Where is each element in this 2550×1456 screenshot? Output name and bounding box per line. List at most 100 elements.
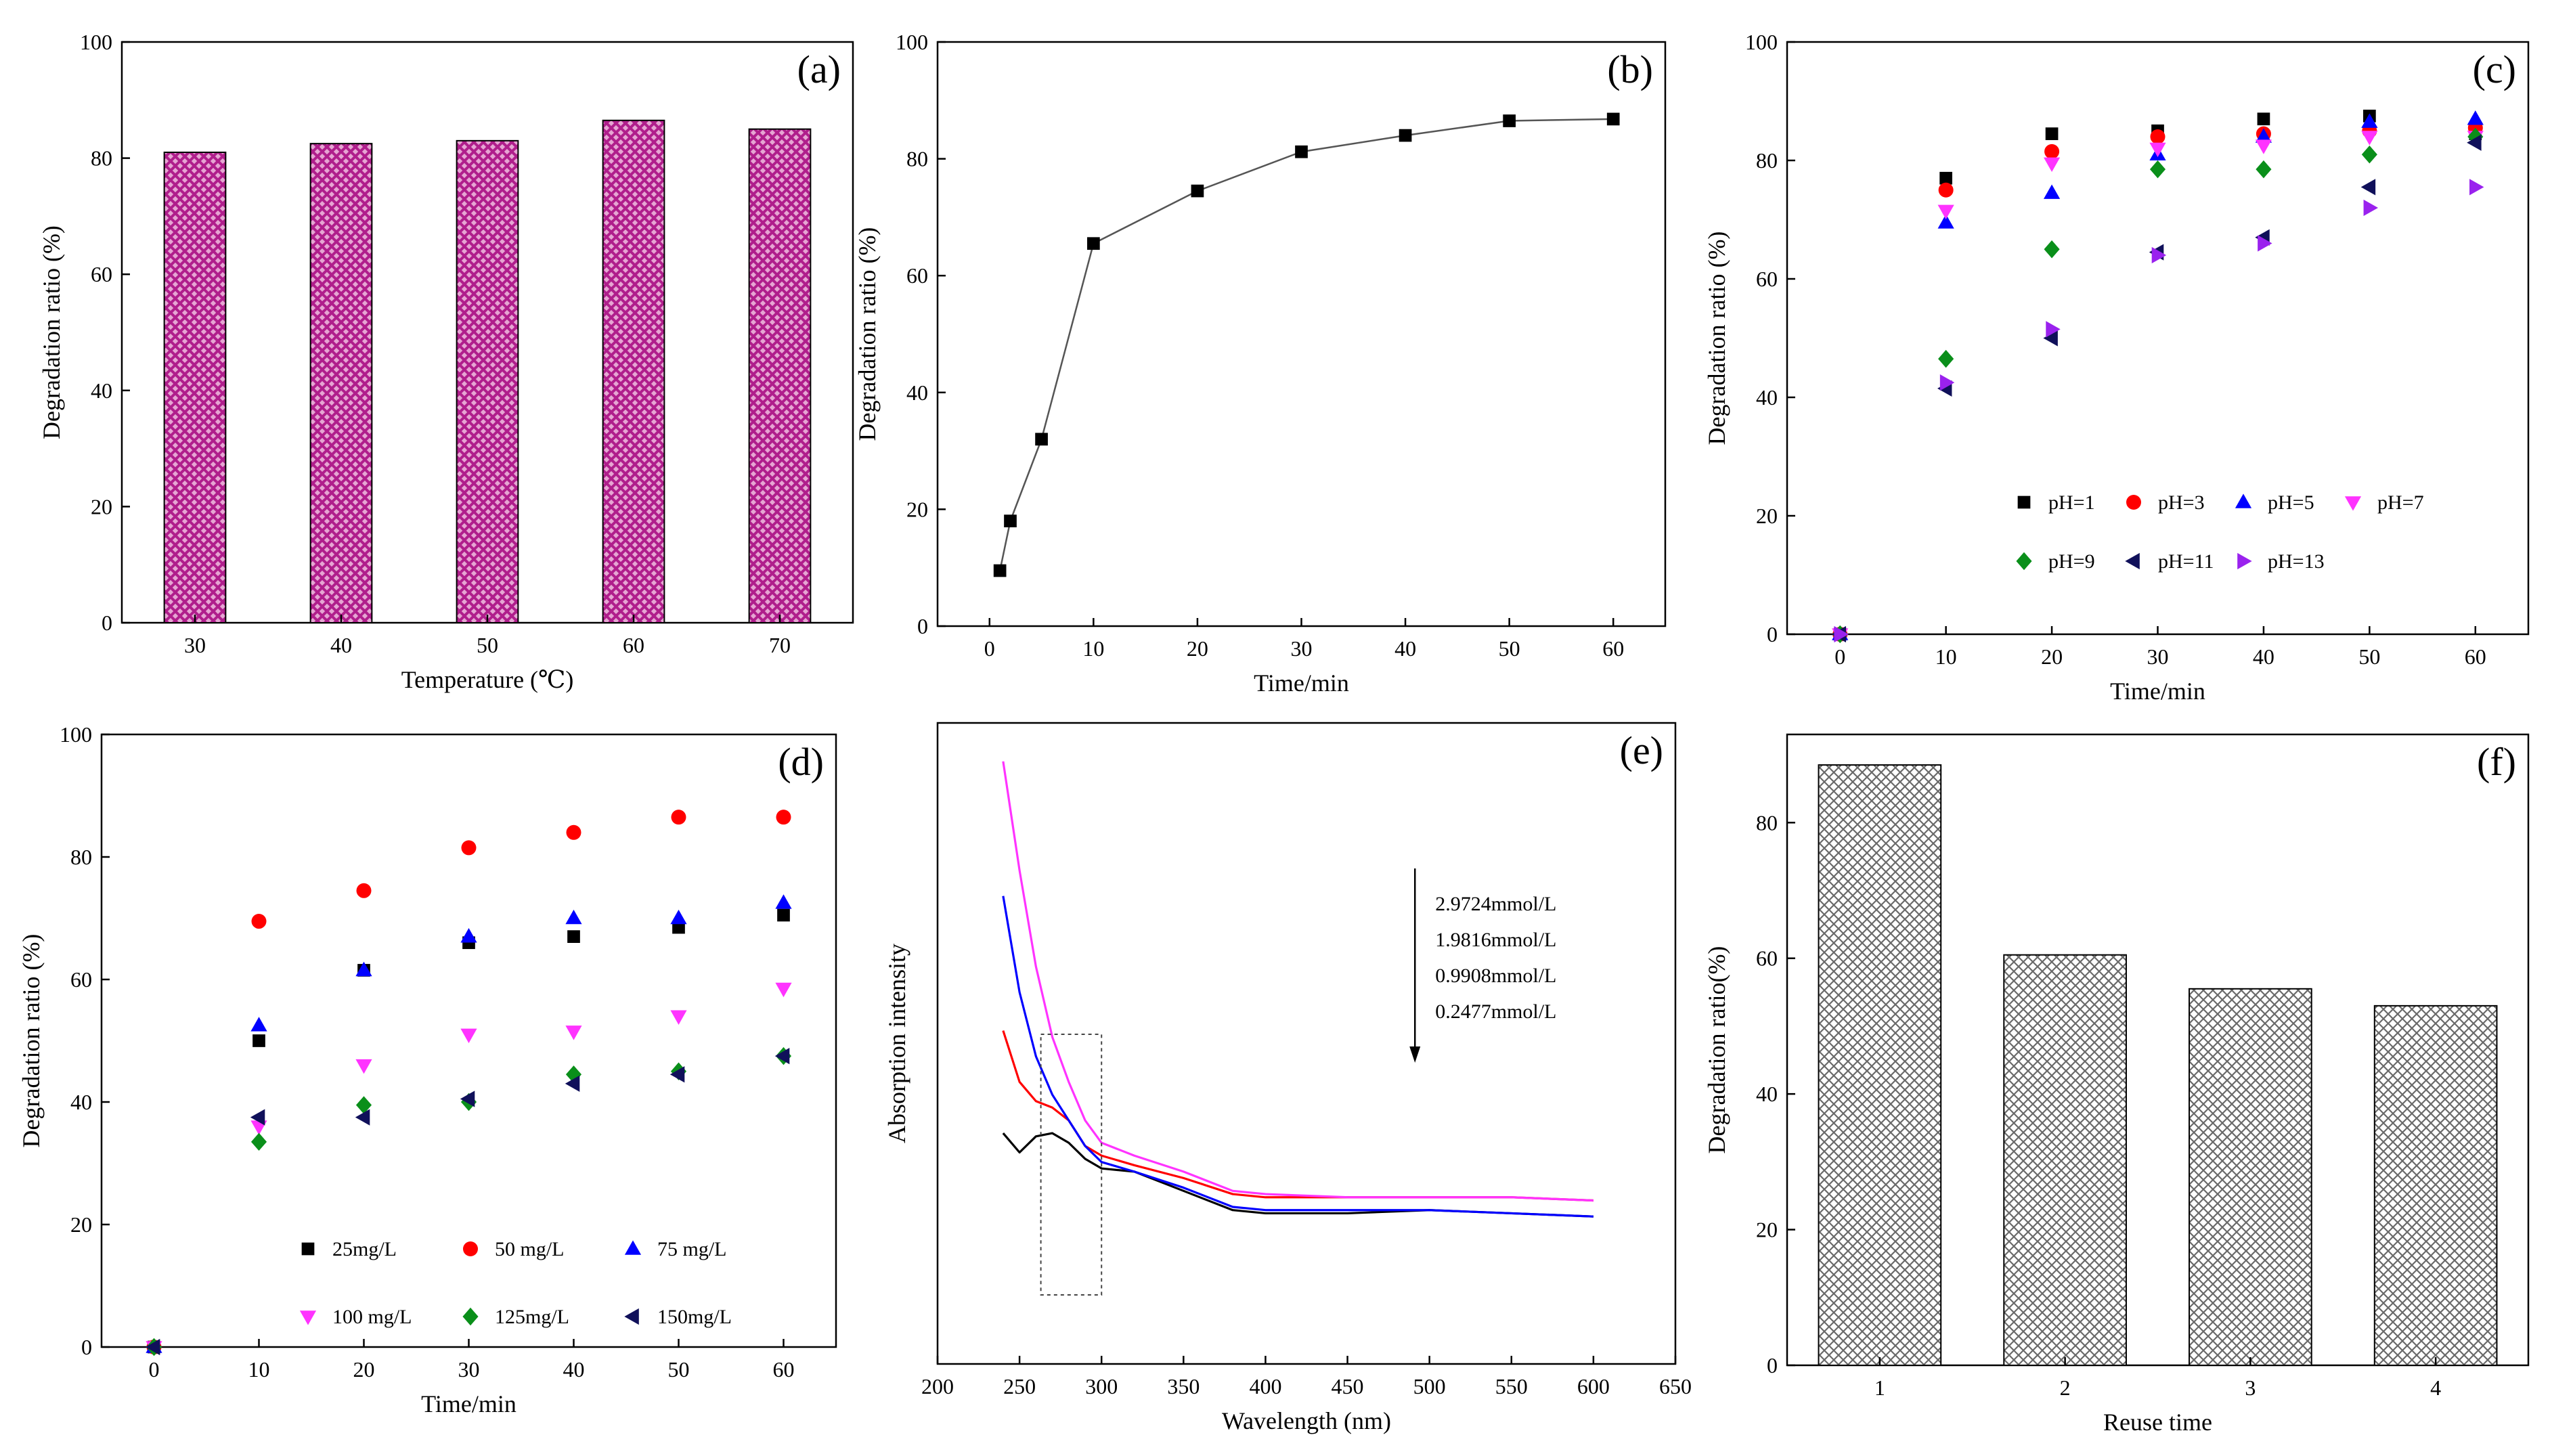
point-pH3-t10	[1938, 182, 1954, 198]
y-tick-label: 60	[91, 262, 112, 286]
data-point-t30	[1295, 145, 1308, 158]
x-tick-label: 450	[1332, 1374, 1364, 1398]
point-25mgL-t10	[252, 1034, 265, 1047]
point-150mgL-t50	[669, 1066, 685, 1083]
point-pH3-t30	[2150, 129, 2166, 144]
x-tick-label: 30	[184, 633, 206, 657]
legend-marker-100mgL	[299, 1310, 317, 1325]
bar-4	[2373, 1005, 2498, 1366]
point-50mgL-t60	[776, 810, 791, 825]
x-tick-label: 30	[2147, 644, 2169, 669]
point-50mgL-t40	[566, 824, 581, 840]
data-point-t20	[1191, 184, 1204, 198]
point-pH1-t10	[1939, 171, 1952, 185]
y-tick-label: 40	[906, 380, 928, 405]
point-pH9-t40	[2256, 160, 2272, 179]
x-tick-label: 60	[623, 633, 644, 657]
concentration-label: 0.2477mmol/L	[1435, 1000, 1556, 1023]
x-tick-label: 50	[477, 633, 498, 657]
legend-label: 150mg/L	[657, 1306, 732, 1328]
legend-marker-50mgL	[463, 1241, 478, 1256]
concentration-label: 1.9816mmol/L	[1435, 929, 1556, 951]
point-pH1-t40	[2257, 112, 2270, 126]
x-tick-label: 70	[769, 633, 791, 657]
point-100mgL-t20	[355, 1059, 372, 1074]
point-pH7-t30	[2149, 142, 2166, 158]
x-tick-label: 0	[1834, 644, 1845, 669]
legend-label: pH=11	[2158, 550, 2214, 573]
legend-label: pH=5	[2268, 491, 2314, 514]
x-axis-label: Time/min	[2110, 678, 2205, 705]
y-tick-label: 0	[81, 1335, 92, 1359]
legend-marker-pH9	[2016, 552, 2032, 571]
point-pH5-t50	[2361, 113, 2378, 128]
legend-label: 25mg/L	[332, 1238, 397, 1260]
x-tick-label: 2	[2060, 1375, 2071, 1400]
x-tick-label: 60	[2465, 644, 2486, 669]
point-75mgL-t50	[670, 909, 687, 925]
spectrum-09908mmolL	[1002, 1030, 1593, 1202]
y-tick-label: 0	[1767, 622, 1778, 646]
point-75mgL-t60	[775, 894, 792, 909]
concentration-arrow-head	[1409, 1046, 1421, 1063]
bar-3	[2189, 988, 2312, 1366]
data-point-t2	[1004, 514, 1017, 528]
y-tick-label: 100	[1745, 30, 1778, 54]
legend-label: pH=7	[2377, 491, 2424, 514]
point-25mgL-t50	[672, 921, 685, 934]
legend-label: pH=9	[2048, 550, 2095, 573]
x-tick-label: 0	[149, 1357, 160, 1382]
y-axis-label: Degradation ratio (%)	[38, 225, 65, 439]
data-point-t1	[993, 564, 1007, 577]
x-tick-label: 600	[1577, 1374, 1610, 1398]
y-tick-label: 80	[906, 147, 928, 171]
point-50mgL-t20	[356, 883, 372, 898]
legend-marker-pH5	[2235, 493, 2252, 508]
point-75mgL-t40	[565, 909, 582, 925]
point-pH3-t20	[2044, 144, 2060, 159]
plot-frame	[936, 41, 1667, 627]
point-50mgL-t30	[461, 840, 477, 856]
legend-marker-25mgL	[301, 1242, 315, 1256]
plot-frame	[1786, 733, 2530, 1367]
point-pH9-t20	[2044, 240, 2060, 259]
y-tick-label: 0	[917, 614, 928, 638]
bar-40	[309, 143, 373, 623]
point-75mgL-t10	[250, 1017, 267, 1032]
panel-label: (b)	[1607, 47, 1653, 91]
x-tick-label: 60	[1602, 636, 1624, 661]
point-pH7-t40	[2255, 139, 2272, 154]
y-tick-label: 80	[91, 146, 112, 171]
spectrum-29724mmolL	[1002, 761, 1593, 1202]
x-tick-label: 3	[2245, 1375, 2256, 1400]
data-point-t5	[1035, 433, 1048, 446]
x-axis-label: Wavelength (nm)	[1222, 1407, 1391, 1434]
point-pH7-t20	[2043, 157, 2061, 173]
legend-label: 75 mg/L	[657, 1238, 727, 1260]
legend-label: pH=1	[2048, 491, 2095, 514]
legend-marker-pH3	[2126, 495, 2141, 510]
x-axis-label: Reuse time	[2103, 1409, 2212, 1436]
y-tick-label: 20	[1756, 1218, 1778, 1242]
point-pH11-t50	[2360, 179, 2376, 196]
data-point-t50	[1503, 114, 1516, 127]
point-25mgL-t60	[777, 908, 790, 922]
panel-f-reuse-bar-chart: 0 20 40 60 80 Degradation ratio(%) Reuse time (…	[1703, 733, 2530, 1436]
panel-label: (d)	[778, 740, 824, 784]
point-pH7-t10	[1937, 204, 1954, 220]
x-tick-label: 400	[1249, 1374, 1281, 1398]
x-tick-label: 500	[1413, 1374, 1446, 1398]
legend-label: pH=3	[2158, 491, 2205, 514]
y-tick-label: 40	[1756, 1082, 1778, 1106]
x-tick-label: 250	[1003, 1374, 1036, 1398]
x-tick-label: 50	[668, 1357, 690, 1382]
legend-label: pH=13	[2268, 550, 2325, 573]
y-tick-label: 60	[906, 263, 928, 288]
y-axis-label: Degradation ratio(%)	[1703, 946, 1730, 1154]
panel-label: (e)	[1620, 728, 1663, 772]
legend-label: 50 mg/L	[495, 1238, 565, 1260]
point-pH5-t60	[2467, 110, 2484, 125]
